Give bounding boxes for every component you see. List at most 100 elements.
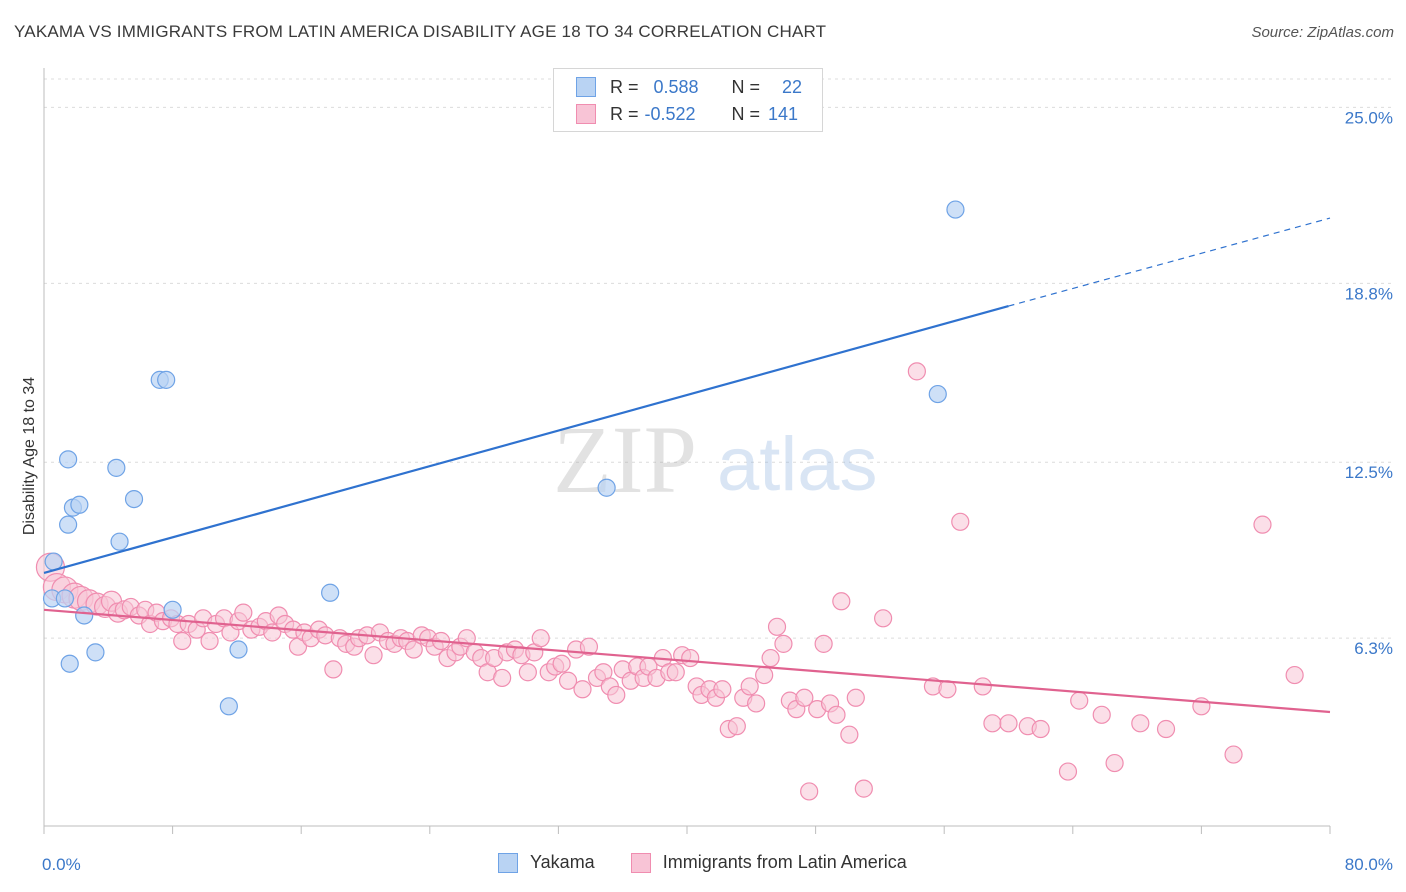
trend-lines bbox=[43, 217, 1331, 714]
data-point-latin bbox=[173, 631, 192, 651]
data-point-latin bbox=[1156, 719, 1176, 739]
data-point-yakama bbox=[59, 515, 78, 534]
data-point-latin bbox=[907, 362, 926, 381]
data-point-latin bbox=[827, 705, 846, 724]
data-point-latin bbox=[1031, 719, 1050, 739]
data-point-yakama bbox=[157, 370, 176, 389]
legend-r-value: 0.588 bbox=[653, 76, 699, 97]
legend-box: R = 0.588 N = 22 R = -0.522 N = 141 bbox=[553, 68, 823, 132]
legend-swatch-yakama bbox=[576, 77, 596, 97]
data-point-latin bbox=[200, 631, 219, 651]
data-point-yakama bbox=[597, 478, 616, 497]
trend-line-yakama bbox=[43, 305, 1009, 574]
legend-r-label: R = bbox=[610, 103, 639, 124]
data-point-latin bbox=[552, 654, 571, 673]
data-point-latin bbox=[1070, 691, 1089, 710]
legend-swatch-latin bbox=[576, 104, 596, 124]
data-point-yakama bbox=[321, 583, 340, 602]
y-tick-label: 6.3% bbox=[1354, 639, 1393, 658]
bottom-legend-swatch-latin bbox=[630, 852, 651, 873]
y-tick-label: 18.8% bbox=[1345, 284, 1393, 303]
data-point-latin bbox=[846, 688, 865, 707]
data-point-yakama bbox=[59, 450, 78, 469]
y-tick-label: 25.0% bbox=[1345, 108, 1393, 127]
bottom-legend-label: Immigrants from Latin America bbox=[662, 852, 907, 872]
trend-line-latin bbox=[43, 608, 1331, 714]
data-point-yakama bbox=[219, 697, 238, 716]
source-label: Source: ZipAtlas.com bbox=[1251, 24, 1394, 41]
data-point-latin bbox=[973, 677, 992, 696]
data-point-latin bbox=[234, 603, 253, 622]
data-point-latin bbox=[324, 660, 343, 679]
legend-r-value: -0.522 bbox=[644, 103, 696, 124]
data-point-latin bbox=[761, 648, 780, 668]
data-point-latin bbox=[579, 637, 599, 656]
data-point-latin bbox=[713, 680, 732, 699]
data-point-yakama bbox=[107, 458, 126, 477]
data-point-latin bbox=[840, 725, 859, 744]
data-point-yakama bbox=[928, 384, 947, 404]
data-point-yakama bbox=[60, 654, 79, 673]
data-point-yakama bbox=[163, 600, 182, 619]
data-point-latin bbox=[364, 646, 383, 665]
data-point-latin bbox=[774, 634, 793, 653]
bottom-legend-latin: Immigrants from Latin America bbox=[630, 852, 907, 873]
data-point-latin bbox=[740, 677, 759, 696]
data-point-yakama bbox=[110, 532, 129, 551]
data-point-yakama bbox=[86, 643, 105, 662]
data-point-latin bbox=[999, 714, 1018, 733]
data-point-latin bbox=[573, 680, 592, 699]
data-point-latin bbox=[951, 512, 970, 531]
axis-labels: 6.3% 12.5% 18.8% 25.0% 0.0% 80.0% Disability A… bbox=[21, 108, 1393, 874]
bottom-legend-swatch-yakama bbox=[498, 852, 518, 873]
data-point-latin bbox=[666, 663, 685, 682]
bottom-legend: Yakama Immigrants from Latin America bbox=[498, 852, 943, 873]
data-point-latin bbox=[854, 779, 873, 798]
bottom-legend-label: Yakama bbox=[530, 852, 595, 872]
bottom-legend-yakama: Yakama bbox=[498, 852, 595, 873]
x-tick-label: 0.0% bbox=[42, 855, 81, 874]
data-point-latin bbox=[755, 665, 774, 685]
legend-n-value: 22 bbox=[782, 76, 803, 97]
data-point-latin bbox=[493, 668, 512, 688]
y-tick-label: 12.5% bbox=[1345, 463, 1393, 482]
legend-row-latin: R = -0.522 N = 141 bbox=[576, 102, 798, 126]
data-point-latin bbox=[531, 629, 550, 648]
watermark-zip: ZIP bbox=[553, 406, 697, 513]
data-point-latin bbox=[1092, 705, 1111, 724]
data-point-latin bbox=[874, 609, 893, 628]
data-point-latin bbox=[1058, 762, 1078, 781]
data-point-latin bbox=[558, 671, 578, 690]
legend-r-label: R = bbox=[610, 76, 639, 97]
legend-n-value: 141 bbox=[768, 103, 799, 124]
data-point-yakama bbox=[946, 200, 965, 219]
watermark-atlas: atlas bbox=[717, 422, 878, 507]
legend-row-yakama: R = 0.588 N = 22 bbox=[576, 75, 802, 99]
gridlines bbox=[44, 78, 1392, 639]
data-point-yakama bbox=[70, 495, 89, 514]
data-point-latin bbox=[747, 694, 766, 713]
legend-n-label: N = bbox=[731, 76, 761, 97]
data-point-latin bbox=[767, 617, 787, 636]
data-point-latin bbox=[1253, 515, 1272, 534]
y-axis-label: Disability Age 18 to 34 bbox=[21, 377, 38, 535]
data-point-latin bbox=[1105, 753, 1124, 773]
watermark: ZIP atlas bbox=[553, 406, 878, 513]
data-point-latin bbox=[681, 648, 700, 668]
legend-n-label: N = bbox=[731, 103, 761, 124]
data-point-yakama bbox=[75, 606, 94, 625]
data-point-yakama bbox=[124, 489, 144, 509]
data-point-latin bbox=[814, 634, 833, 653]
series-yakama bbox=[42, 200, 965, 716]
data-point-latin bbox=[727, 717, 746, 736]
data-point-latin bbox=[832, 592, 851, 611]
data-point-latin bbox=[983, 714, 1002, 733]
data-point-yakama bbox=[229, 640, 248, 659]
data-point-latin bbox=[1131, 714, 1150, 733]
chart-title: YAKAMA VS IMMIGRANTS FROM LATIN AMERICA … bbox=[14, 22, 827, 41]
data-point-latin bbox=[795, 688, 814, 707]
trend-line-yakama-extension bbox=[1008, 217, 1331, 307]
data-point-latin bbox=[938, 680, 957, 699]
data-point-latin bbox=[800, 782, 819, 801]
